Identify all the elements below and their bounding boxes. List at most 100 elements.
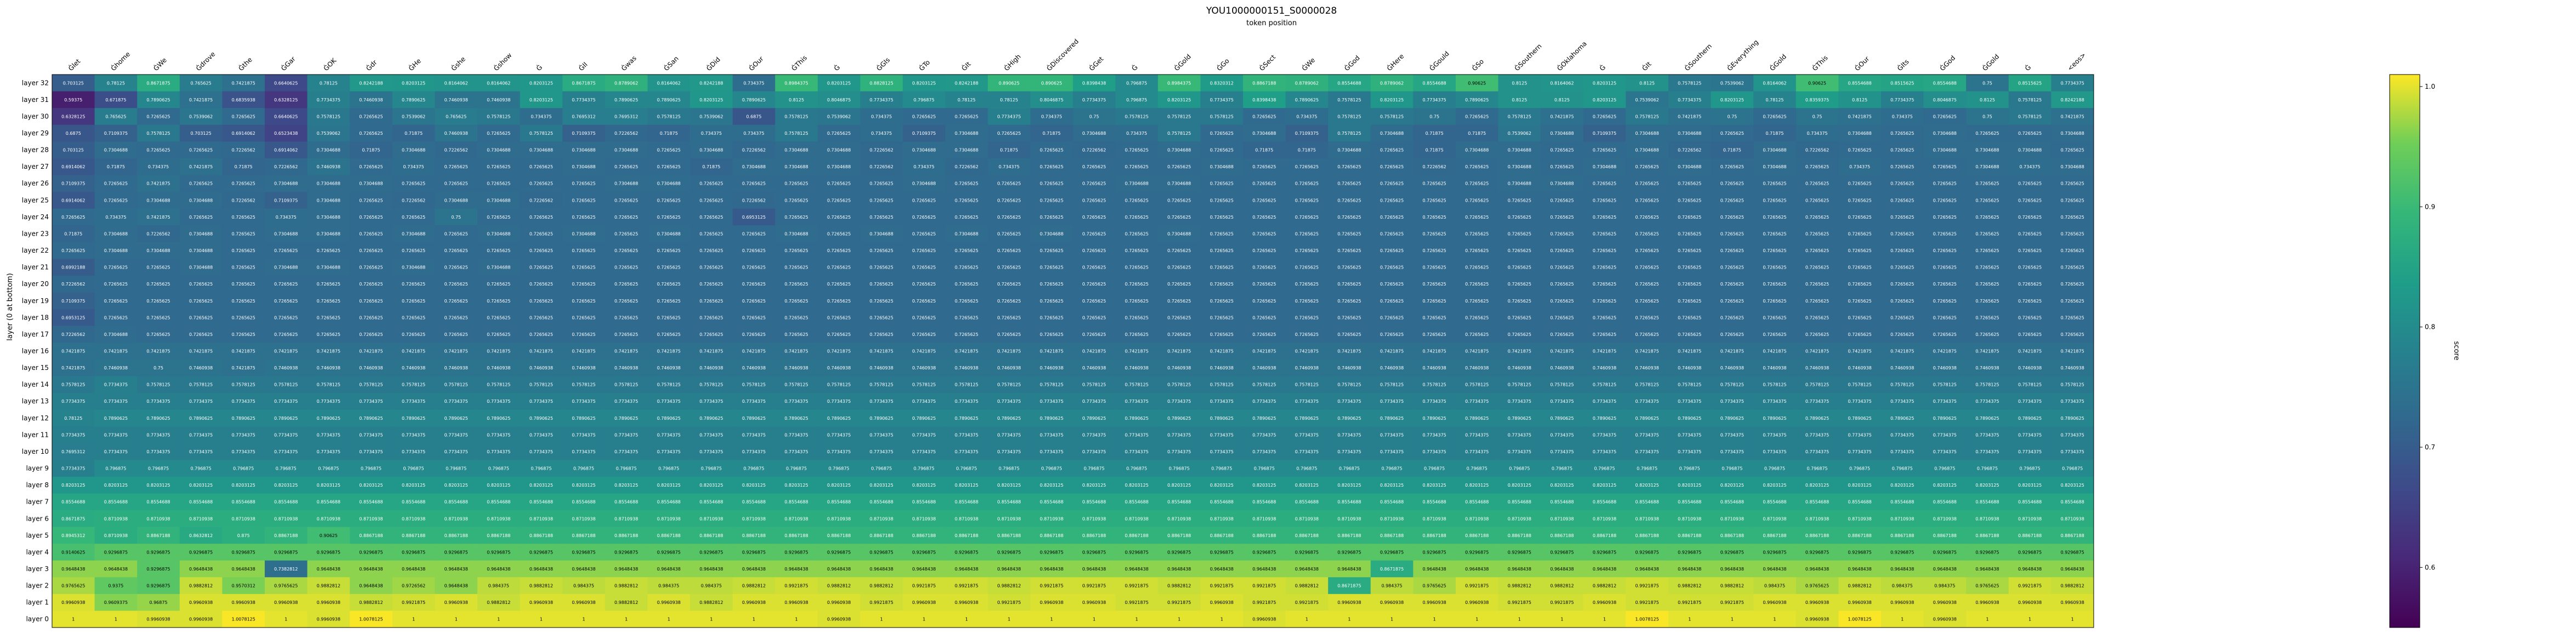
heatmap-cell <box>988 426 1031 444</box>
heatmap-cell <box>1668 343 1711 360</box>
cell-value-label: 0.7734375 <box>1082 449 1106 454</box>
heatmap-cell <box>2051 175 2094 192</box>
heatmap-cell <box>307 343 350 360</box>
heatmap-cell <box>1923 392 1967 410</box>
x-tick-label: ĠEverything <box>1725 37 1760 72</box>
cell-value-label: 0.7578125 <box>742 383 766 387</box>
cell-value-label: 0.8867188 <box>2018 533 2042 538</box>
heatmap-cell <box>307 577 350 595</box>
heatmap-cell <box>477 544 521 561</box>
cell-value-label: 0.7734375 <box>1167 432 1191 437</box>
cell-value-label: 0.7265625 <box>1125 198 1148 203</box>
heatmap-cell <box>307 409 350 427</box>
cell-value-label: 0.7265625 <box>1125 282 1148 287</box>
cell-value-label: 0.9648438 <box>1890 567 1914 572</box>
cell-value-label: 0.7578125 <box>1167 114 1191 119</box>
colorbar-ticks: 0.60.70.80.91.0 <box>2420 83 2435 571</box>
cell-value-label: 0.8554688 <box>2018 500 2042 505</box>
cell-value-label: 1 <box>2028 617 2031 622</box>
heatmap-cell <box>2008 326 2051 343</box>
cell-value-label: 0.7265625 <box>1763 248 1786 253</box>
cell-value-label: 0.7734375 <box>1933 432 1957 437</box>
cell-value-label: 0.9882812 <box>699 600 723 605</box>
heatmap-cell <box>1966 259 2009 276</box>
heatmap-cell <box>817 392 860 410</box>
heatmap-cell <box>222 443 265 460</box>
cell-value-label: 0.7265625 <box>1593 231 1616 236</box>
heatmap-cell <box>1200 527 1244 544</box>
cell-value-label: 0.7734375 <box>614 432 638 437</box>
cell-value-label: 0.7265625 <box>1380 282 1404 287</box>
heatmap-cell <box>1455 443 1498 460</box>
y-tick-label: layer 16 <box>22 347 49 355</box>
heatmap-cell <box>732 376 776 394</box>
cell-value-label: 0.9921875 <box>784 584 808 589</box>
heatmap-cell <box>562 611 606 628</box>
cell-value-label: 0.9921875 <box>2018 584 2042 589</box>
heatmap-cell <box>647 544 691 561</box>
cell-value-label: 0.7304688 <box>1933 131 1957 136</box>
cell-value-label: 0.7265625 <box>1465 164 1489 169</box>
cell-value-label: 0.7304688 <box>1082 131 1106 136</box>
cell-value-label: 0.71875 <box>235 164 253 169</box>
cell-value-label: 0.7226562 <box>402 198 425 203</box>
cell-value-label: 0.7734375 <box>657 399 681 404</box>
heatmap-cell <box>2051 158 2094 175</box>
heatmap-cell <box>1498 275 1541 293</box>
plot-frame <box>52 74 2094 628</box>
cell-value-label: 0.7265625 <box>2061 299 2084 304</box>
heatmap-cell <box>1966 343 2009 360</box>
heatmap-cell <box>1796 108 1839 126</box>
cell-value-label: 0.7265625 <box>2061 332 2084 337</box>
heatmap-cell <box>2008 560 2051 578</box>
cell-value-label: 0.7304688 <box>359 181 383 186</box>
cell-value-label: 0.7539062 <box>402 114 425 119</box>
cell-value-label: 0.9648438 <box>955 567 978 572</box>
heatmap-cell <box>1115 108 1159 126</box>
heatmap-cell <box>903 158 946 175</box>
y-tick-label: layer 10 <box>22 448 49 455</box>
heatmap-cell <box>1753 175 1797 192</box>
cell-value-label: 0.9960938 <box>1933 600 1957 605</box>
x-tick-label: ĠSo <box>1470 57 1485 72</box>
heatmap-cell <box>1668 493 1711 511</box>
cell-value-label: 0.7265625 <box>1720 131 1744 136</box>
cell-value-label: 0.7265625 <box>146 299 170 304</box>
cell-value-label: 0.8867188 <box>1763 533 1786 538</box>
heatmap-cell <box>1243 192 1286 209</box>
cell-value-label: 0.8710938 <box>2018 516 2042 521</box>
cell-value-label: 0.8554688 <box>1380 500 1404 505</box>
heatmap-cell <box>1115 376 1159 394</box>
heatmap-cell <box>94 175 138 192</box>
heatmap-cell <box>732 476 776 494</box>
cell-value-label: 0.8710938 <box>317 516 340 521</box>
heatmap-cell <box>1370 225 1414 243</box>
cell-value-label: 0.796875 <box>829 466 850 471</box>
cell-value-label: 0.7265625 <box>1337 265 1361 270</box>
heatmap-cell <box>1711 392 1754 410</box>
heatmap-cell <box>1158 577 1201 595</box>
heatmap-cell <box>1753 326 1797 343</box>
heatmap-cell <box>945 158 988 175</box>
cell-value-label: 0.9648438 <box>402 567 425 572</box>
heatmap-cell <box>1498 343 1541 360</box>
heatmap-cell <box>222 560 265 578</box>
heatmap-cell <box>1838 326 1882 343</box>
cell-value-label: 0.7304688 <box>784 231 808 236</box>
cell-value-label: 0.7265625 <box>742 265 766 270</box>
cell-value-label: 0.71875 <box>362 148 380 153</box>
x-tick-label: ĠGod <box>1342 53 1361 72</box>
heatmap-cell <box>1668 560 1711 578</box>
heatmap-cell <box>1200 75 1244 92</box>
cell-value-label: 0.7460938 <box>657 366 681 370</box>
cell-value-label: 0.7890625 <box>742 416 766 421</box>
cell-value-label: 0.9296875 <box>1933 550 1957 555</box>
heatmap-cell <box>605 409 648 427</box>
heatmap-cell <box>52 376 95 394</box>
cell-value-label: 0.7265625 <box>997 248 1021 253</box>
cell-value-label: 0.8867188 <box>1423 533 1446 538</box>
heatmap-cell <box>222 510 265 527</box>
cell-value-label: 0.7265625 <box>529 164 553 169</box>
cell-value-label: 0.7539062 <box>189 114 213 119</box>
